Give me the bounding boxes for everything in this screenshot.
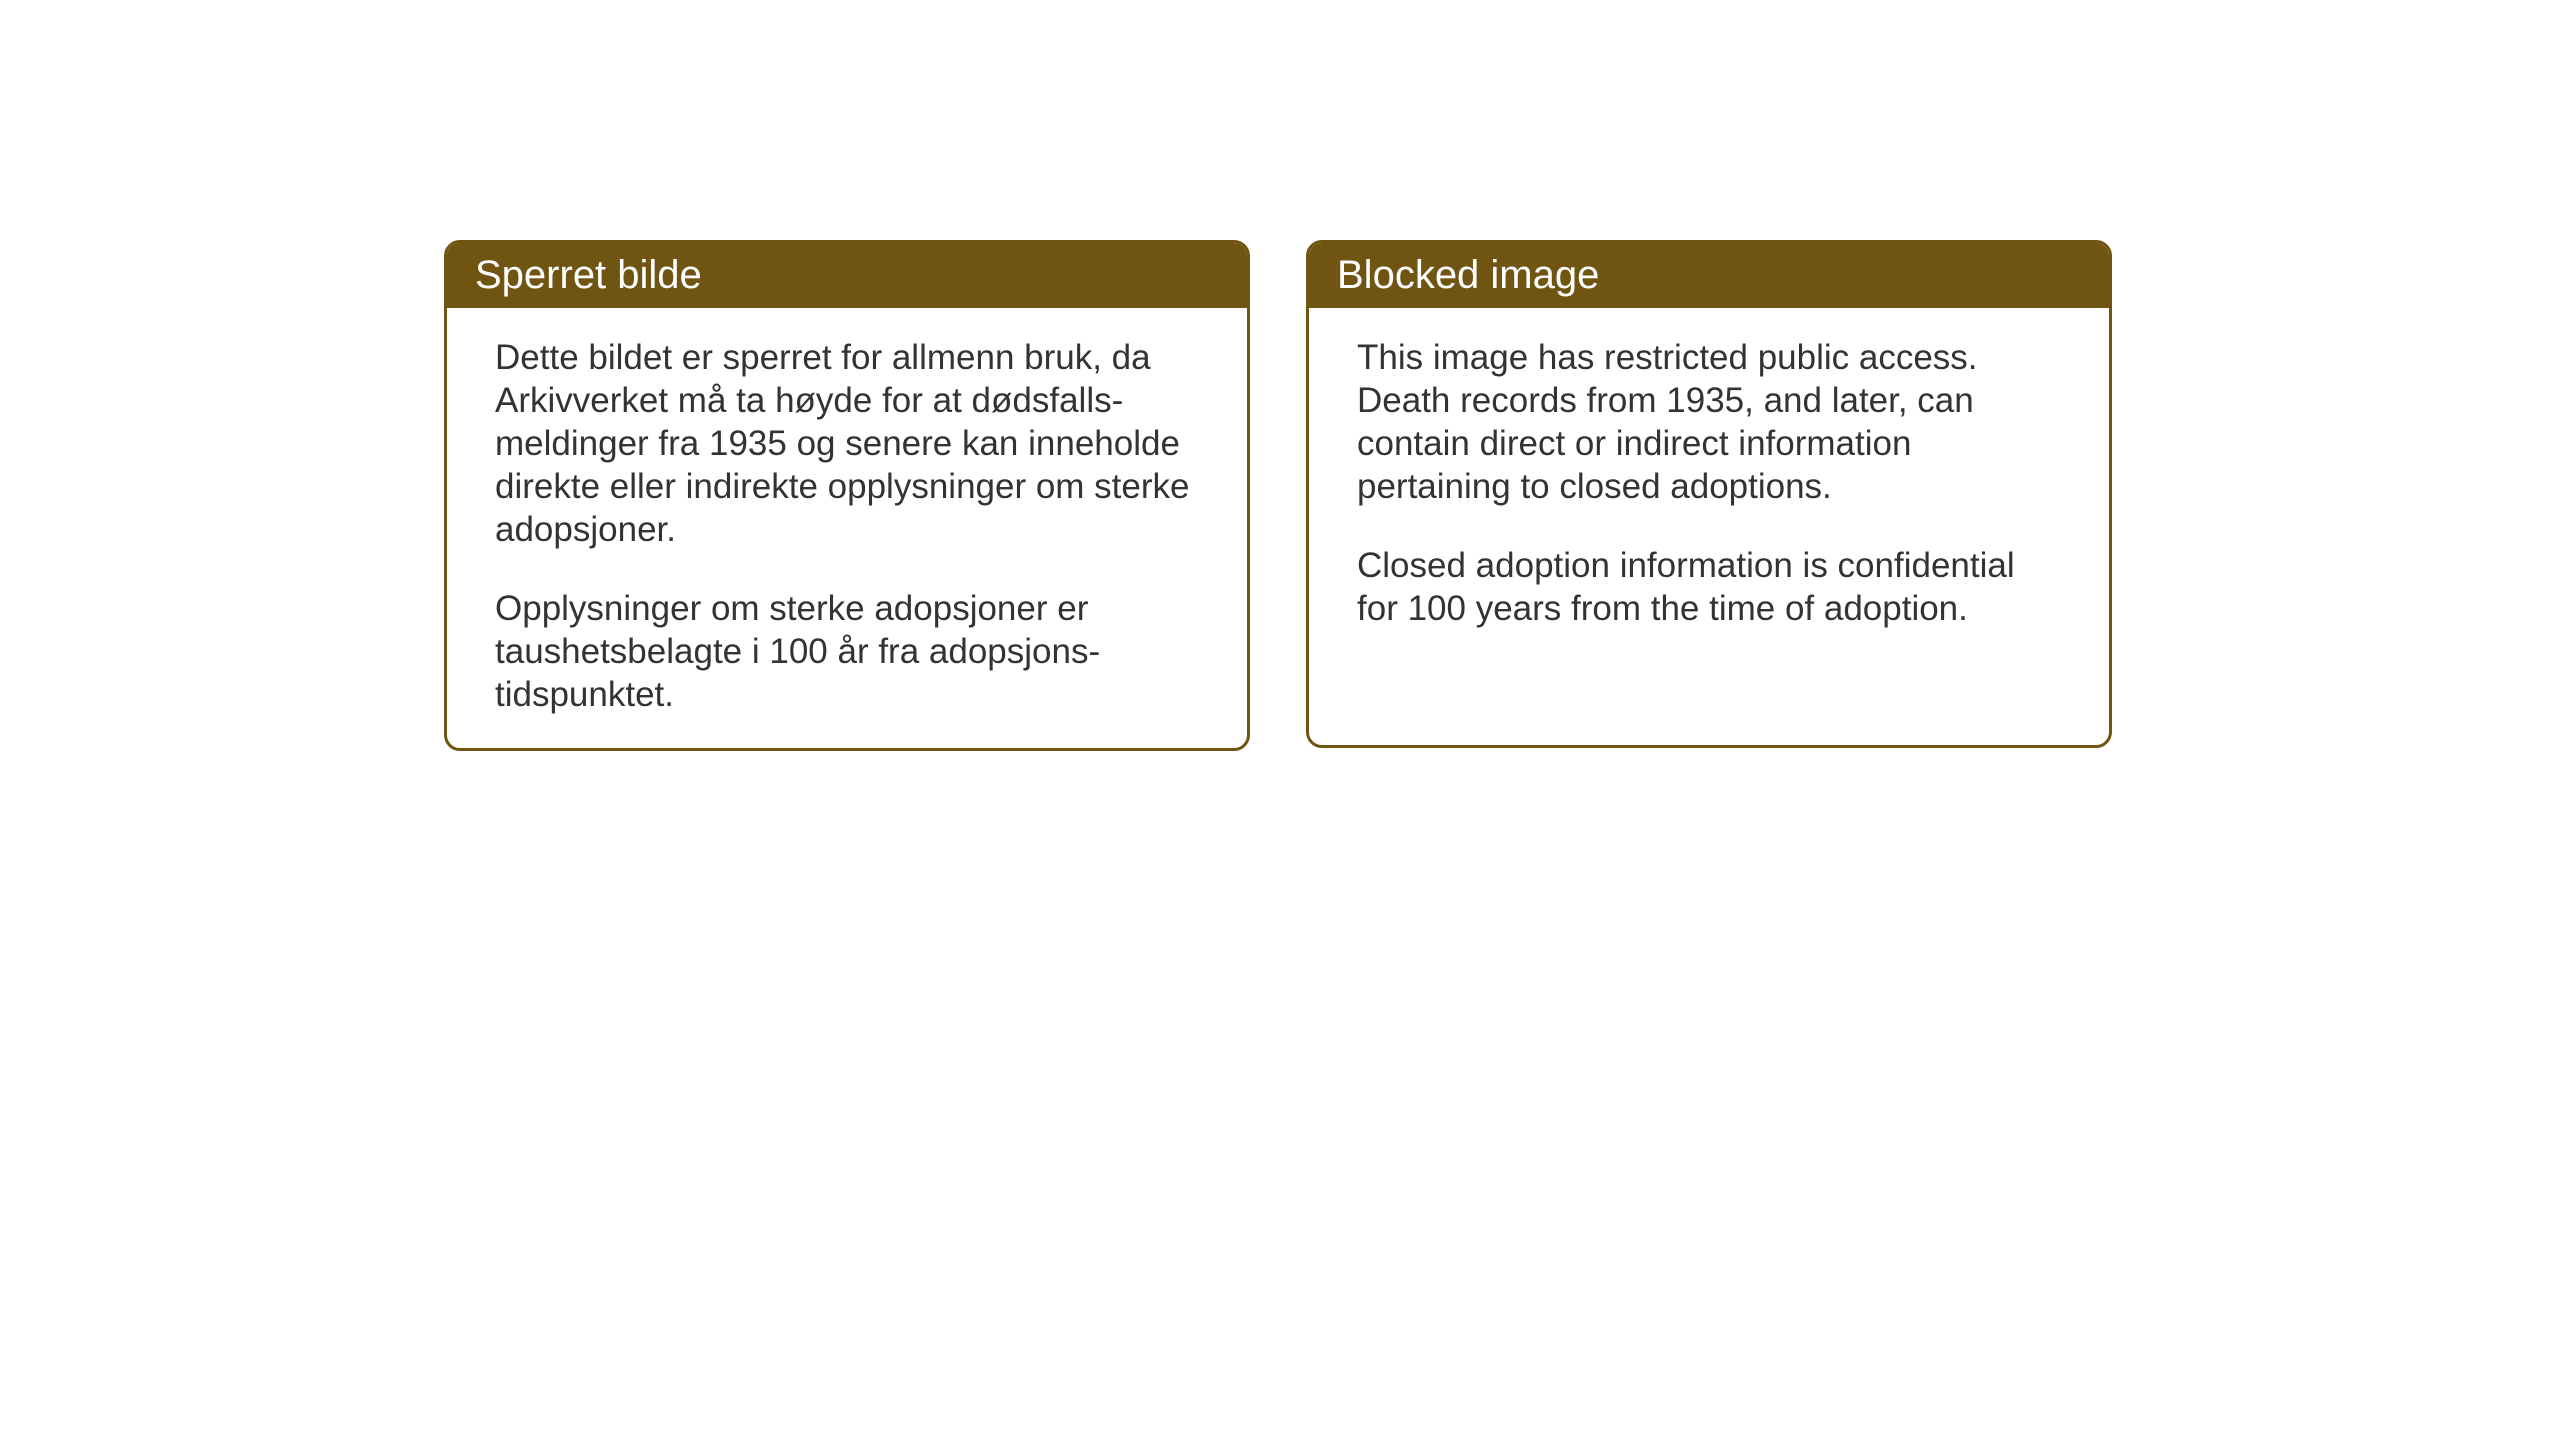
norwegian-paragraph-1: Dette bildet er sperret for allmenn bruk… <box>495 336 1199 551</box>
english-card-body: This image has restricted public access.… <box>1309 308 2109 662</box>
norwegian-card-title: Sperret bilde <box>447 243 1247 308</box>
notice-container: Sperret bilde Dette bildet er sperret fo… <box>444 240 2112 751</box>
norwegian-notice-card: Sperret bilde Dette bildet er sperret fo… <box>444 240 1250 751</box>
english-paragraph-2: Closed adoption information is confident… <box>1357 544 2061 630</box>
norwegian-paragraph-2: Opplysninger om sterke adopsjoner er tau… <box>495 587 1199 716</box>
norwegian-card-body: Dette bildet er sperret for allmenn bruk… <box>447 308 1247 748</box>
english-notice-card: Blocked image This image has restricted … <box>1306 240 2112 748</box>
english-paragraph-1: This image has restricted public access.… <box>1357 336 2061 508</box>
english-card-title: Blocked image <box>1309 243 2109 308</box>
